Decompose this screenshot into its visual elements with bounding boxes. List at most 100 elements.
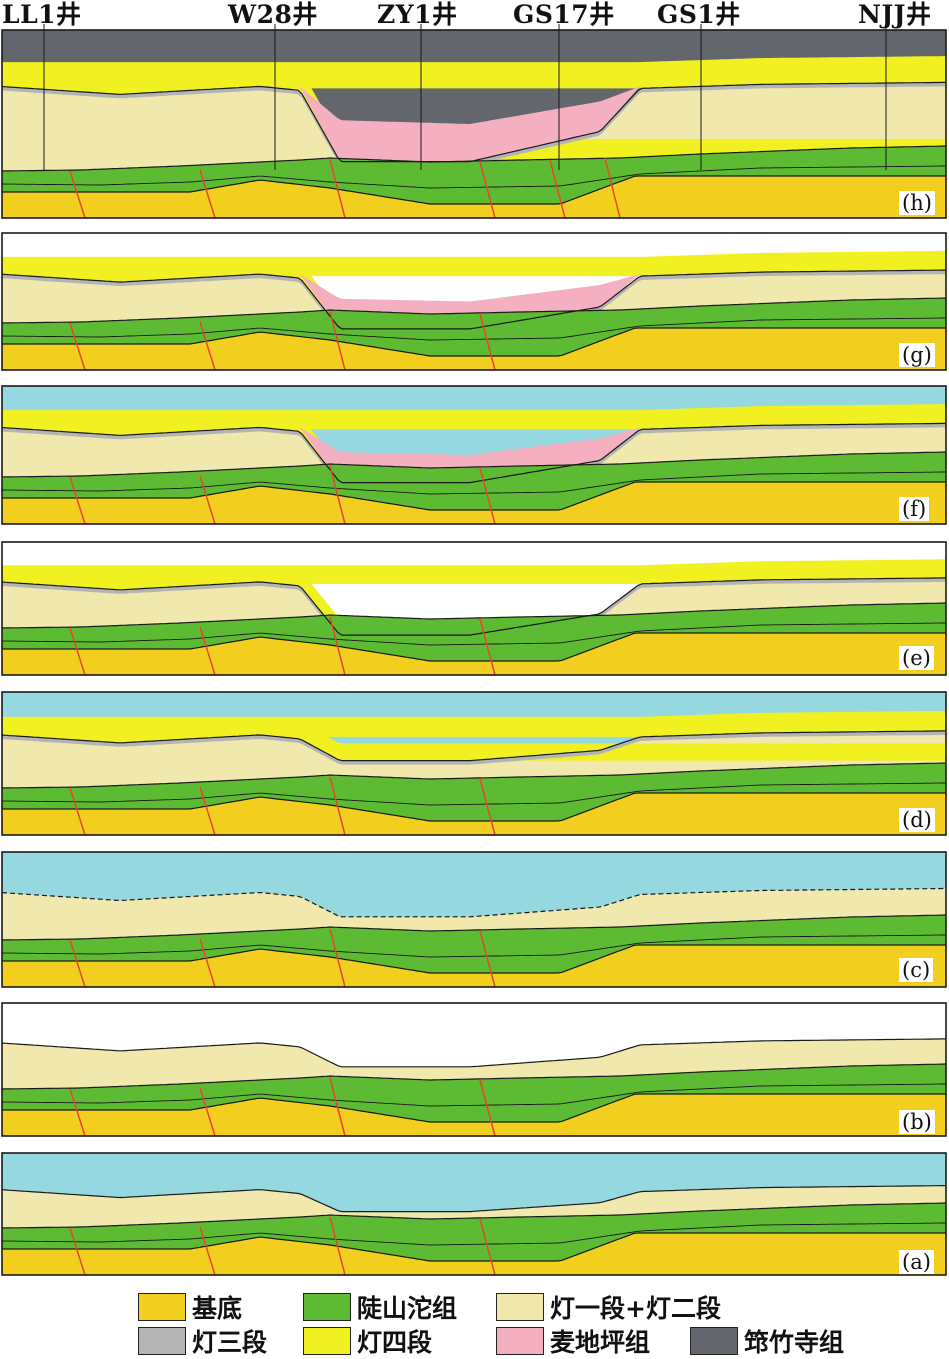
legend-item-deng3: 灯三段 <box>138 1324 267 1358</box>
legend-item-deng4: 灯四段 <box>303 1324 432 1358</box>
legend-item-lushantuo: 陡山沱组 <box>303 1290 457 1324</box>
basement-g <box>2 328 946 370</box>
fault-c-2 <box>329 928 346 988</box>
fault-b-1 <box>199 1087 216 1137</box>
fault-e-1 <box>199 626 216 676</box>
fault-h-4 <box>549 159 566 219</box>
deng12-top-line-g <box>1 269 946 330</box>
basement-top-line-d <box>2 792 946 822</box>
fault-d-0 <box>69 787 86 836</box>
basement-top-line-f <box>2 481 946 511</box>
panel-e <box>1 541 947 676</box>
legend-item-qiongzhusi: 筇竹寺组 <box>690 1324 844 1358</box>
lushantuo-b <box>2 1064 946 1122</box>
legend-label-deng4: 灯四段 <box>357 1328 433 1357</box>
panel-label-a: (a) <box>899 1250 934 1274</box>
fault-c-3 <box>479 930 496 988</box>
panel-g-frame <box>1 232 947 371</box>
lushantuo-top-line-c <box>1 914 947 941</box>
deng12-top-line-a <box>1 1185 946 1213</box>
panel-label-e: (e) <box>899 646 934 670</box>
fault-e-3 <box>479 618 496 676</box>
fault-a-2 <box>329 1216 346 1276</box>
legend-swatch-deng12 <box>496 1293 544 1321</box>
legend-swatch-deng4 <box>303 1327 351 1355</box>
basement-top-line-h <box>2 175 946 205</box>
fault-e-2 <box>329 616 346 676</box>
lushantuo-top-line-b <box>1 1063 947 1090</box>
deng4-right-e <box>2 559 946 584</box>
basement-f <box>2 482 946 524</box>
deng4-right-g <box>2 250 946 277</box>
lushantuo-top-line-h <box>1 145 947 172</box>
legend-label-qiongzhusi: 筇竹寺组 <box>744 1328 845 1357</box>
lushantuo-top-line-g <box>1 297 947 324</box>
basement-d <box>2 793 946 835</box>
deng12-top-line-e <box>1 577 946 636</box>
fault-b-2 <box>329 1077 346 1137</box>
panel-a-frame <box>1 1152 947 1276</box>
basement-c <box>2 945 946 987</box>
legend-swatch-basement <box>138 1293 186 1321</box>
fault-f-3 <box>479 467 496 525</box>
well-label-W28: W28井 <box>228 0 318 29</box>
fault-b-3 <box>479 1079 496 1137</box>
fault-f-2 <box>329 465 346 525</box>
deng12-top-line-b <box>1 1038 946 1068</box>
maidiping-fill-h <box>2 86 946 162</box>
legend-item-deng12: 灯一段+灯二段 <box>496 1290 721 1324</box>
legend-swatch-lushantuo <box>303 1293 351 1321</box>
lushantuo-top-line-f <box>1 451 947 478</box>
fault-g-2 <box>329 311 346 371</box>
lushantuo-mid-line-f <box>1 471 946 495</box>
panel-b-frame <box>1 1002 947 1137</box>
fault-f-1 <box>199 475 216 525</box>
panel-label-b: (b) <box>899 1110 935 1134</box>
lushantuo-top-line-a <box>1 1202 947 1229</box>
well-label-GS17: GS17井 <box>513 0 615 29</box>
panel-label-g: (g) <box>899 343 935 367</box>
panel-label-d: (d) <box>899 808 935 832</box>
panel-h-frame <box>1 29 947 219</box>
panel-f <box>1 385 947 525</box>
lushantuo-mid-line-b <box>1 1083 946 1107</box>
deng12-top-line-d <box>1 730 946 762</box>
lushantuo-top-line-e <box>1 602 947 629</box>
maidiping-fill-g <box>2 274 946 329</box>
panel-d <box>1 691 947 836</box>
legend-item-basement: 基底 <box>138 1290 242 1324</box>
fault-b-0 <box>69 1088 86 1137</box>
legend-item-maidiping: 麦地坪组 <box>496 1324 650 1358</box>
lushantuo-f <box>2 452 946 510</box>
panel-c-frame <box>1 851 947 988</box>
panel-a <box>1 1152 947 1276</box>
basement-h <box>2 176 946 218</box>
legend-label-basement: 基底 <box>192 1294 243 1323</box>
lushantuo-mid-line-c <box>1 934 946 958</box>
lushantuo-top-line-d <box>1 762 947 789</box>
deng12-top-line-f <box>1 422 946 484</box>
panel-d-frame <box>1 691 947 836</box>
basement-a <box>2 1233 946 1275</box>
lushantuo-h <box>2 146 946 204</box>
fault-h-3 <box>479 161 496 219</box>
legend-label-deng3: 灯三段 <box>192 1328 268 1357</box>
lushantuo-a <box>2 1203 946 1261</box>
well-label-NJJ: NJJ井 <box>858 0 932 29</box>
basement-top-line-c <box>2 944 946 974</box>
deng12-top-line-c <box>1 887 946 918</box>
deng4-right-d <box>2 710 946 737</box>
deng4-right-f <box>2 404 946 430</box>
deng4-right-h <box>2 56 946 89</box>
lushantuo-c <box>2 915 946 973</box>
panel-b <box>1 1002 947 1137</box>
panel-label-f: (f) <box>899 497 930 521</box>
basement-e <box>2 633 946 675</box>
fault-a-3 <box>479 1218 496 1276</box>
fault-c-0 <box>69 939 86 988</box>
lushantuo-mid-line-h <box>1 165 946 189</box>
fault-d-3 <box>479 778 496 836</box>
legend-swatch-maidiping <box>496 1327 544 1355</box>
fault-a-1 <box>199 1226 216 1276</box>
